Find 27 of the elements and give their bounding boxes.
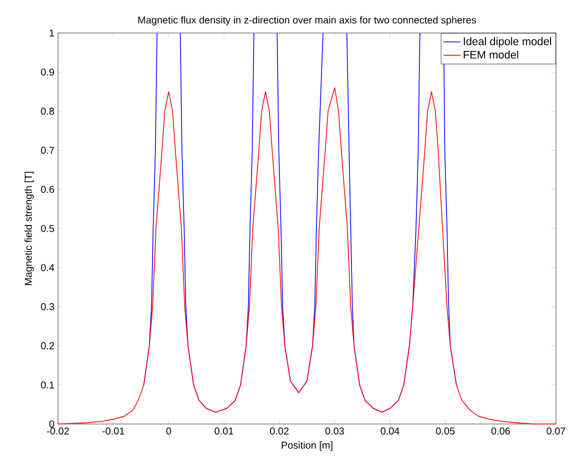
x-tick-label: 0.07 (546, 428, 566, 435)
y-tick-label: 0 (49, 420, 54, 428)
y-tick-label: 0.3 (41, 303, 54, 310)
y-tick-label: 0.7 (41, 146, 54, 154)
y-tick-label: 0.2 (41, 342, 54, 350)
y-axis-title: Magnetic field strength [T] (24, 172, 34, 285)
legend-label: Ideal dipole model (464, 37, 552, 48)
x-tick-label: 0.04 (380, 428, 400, 435)
x-tick-label: 0.06 (491, 428, 510, 435)
y-tick-label: 0.1 (41, 381, 54, 388)
x-tick-label: 0.02 (270, 428, 289, 435)
y-tick-label: 0.6 (41, 186, 54, 193)
x-tick-label: -0.02 (47, 428, 69, 435)
x-tick-label: 0.05 (436, 428, 455, 435)
y-tick-label: 0.5 (41, 224, 54, 232)
x-tick-label: -0.01 (102, 428, 124, 435)
y-tick-label: 0.8 (41, 108, 54, 115)
x-tick-label: 0 (166, 428, 172, 435)
y-tick-label: 1 (50, 30, 54, 36)
x-axis-title: Position [m] (282, 441, 332, 451)
x-tick-label: 0.01 (214, 428, 234, 435)
y-tick-label: 0.9 (41, 68, 54, 76)
legend-label: FEM model (464, 50, 518, 59)
x-tick-label: 0.03 (325, 428, 344, 435)
line-series (58, 87, 556, 424)
chart-title: Magnetic flux density in z-direction over main axis for two connected spheres (138, 16, 476, 26)
y-tick-label: 0.4 (41, 264, 54, 272)
